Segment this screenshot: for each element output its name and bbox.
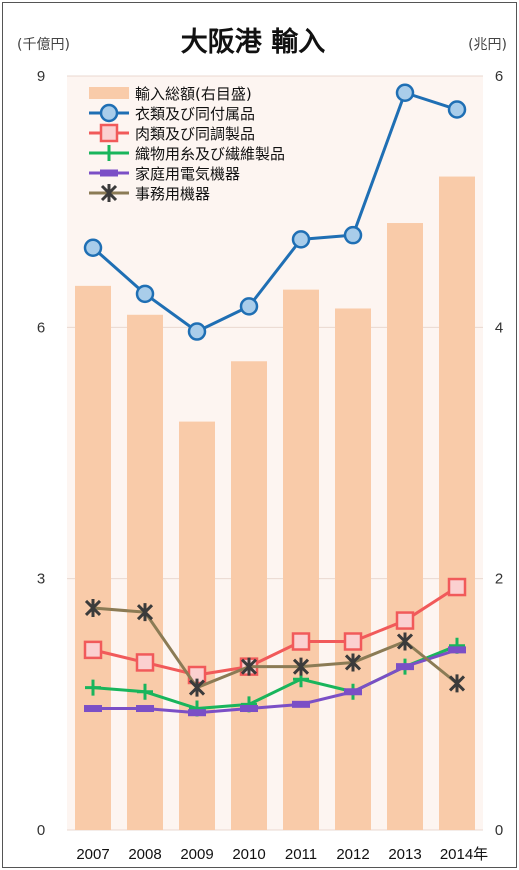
marker-dash	[188, 709, 206, 717]
right-tick-label: 6	[495, 68, 503, 85]
marker-circle	[187, 322, 207, 341]
marker-square	[447, 577, 467, 597]
marker-square	[135, 653, 155, 672]
marker-circle	[395, 83, 415, 103]
legend-label: 輸入総額(右目盛)	[135, 85, 252, 103]
marker-circle	[239, 297, 259, 316]
marker-square	[83, 640, 103, 660]
left-tick-label: 9	[37, 68, 45, 85]
marker-dash	[84, 705, 102, 713]
marker-star	[188, 678, 206, 697]
marker-circle	[135, 284, 155, 304]
marker-star	[136, 603, 154, 622]
legend-label: 事務用機器	[135, 185, 210, 203]
series-line	[92, 606, 458, 690]
legend-label: 衣類及び同付属品	[135, 105, 255, 123]
x-tick-label: 2011	[285, 846, 317, 863]
marker-circle	[99, 103, 119, 123]
marker-square	[395, 611, 415, 630]
x-tick-label: 2008	[128, 846, 161, 863]
marker-star	[448, 674, 466, 693]
marker-star	[100, 184, 118, 202]
bar	[387, 223, 423, 830]
marker-dash	[396, 663, 414, 671]
left-axis-unit: (千億円)	[17, 37, 70, 53]
series-lines	[83, 83, 467, 717]
bar	[335, 308, 371, 830]
bars	[75, 176, 475, 831]
bar	[179, 421, 215, 830]
bar	[283, 289, 319, 831]
right-tick-label: 0	[495, 822, 503, 839]
marker-star	[292, 657, 310, 676]
marker-star	[240, 657, 258, 676]
chart-canvas: 0 3 6 9 0 2 4 6 2007 2008 2009 2010 2011 2012 2013 2014…	[17, 26, 507, 863]
marker-star	[344, 653, 362, 672]
marker-circle	[343, 225, 363, 245]
left-tick-label: 6	[37, 319, 45, 336]
marker-plus	[85, 679, 101, 696]
marker-circle	[447, 100, 467, 119]
right-tick-label: 4	[495, 319, 503, 336]
marker-square	[343, 632, 363, 651]
marker-dash	[292, 700, 310, 708]
marker-star	[396, 632, 414, 651]
marker-plus	[101, 145, 117, 161]
x-tick-label: 2010	[232, 846, 265, 863]
x-tick-label: 2012	[336, 846, 369, 863]
bar	[75, 285, 111, 830]
marker-circle	[83, 238, 103, 257]
bar	[439, 176, 475, 831]
x-tick-label: 2013	[388, 846, 421, 863]
left-tick-label: 3	[37, 571, 45, 588]
legend-label: 織物用糸及び繊維製品	[135, 145, 285, 163]
marker-square	[291, 632, 311, 651]
marker-plus	[137, 683, 153, 700]
marker-dash	[448, 646, 466, 654]
bar	[127, 314, 163, 830]
marker-star	[84, 598, 102, 617]
series-line	[92, 91, 458, 334]
axes: 0 3 6 9 0 2 4 6 2007 2008 2009 2010 2011 2012 2013 2014…	[37, 68, 503, 863]
marker-circle	[291, 230, 311, 249]
legend-label: 家庭用電気機器	[135, 165, 240, 183]
bar	[231, 361, 267, 830]
legend: 輸入総額(右目盛) 衣類及び同付属品肉類及び同調製品織物用糸及び繊維製品家庭用電気…	[89, 85, 285, 203]
marker-square	[99, 123, 119, 143]
legend-label: 肉類及び同調製品	[135, 125, 255, 143]
x-tick-label: 2014年	[440, 846, 488, 863]
right-tick-label: 2	[495, 571, 503, 588]
left-tick-label: 0	[37, 822, 45, 839]
marker-dash	[344, 688, 362, 696]
right-axis-unit: (兆円)	[468, 37, 507, 53]
marker-dash	[240, 705, 258, 713]
x-tick-label: 2007	[76, 846, 109, 863]
marker-dash	[136, 705, 154, 713]
chart-title: 大阪港 輸入	[181, 26, 325, 58]
x-tick-label: 2009	[180, 846, 213, 863]
legend-swatch	[89, 87, 129, 99]
marker-dash	[100, 169, 118, 177]
